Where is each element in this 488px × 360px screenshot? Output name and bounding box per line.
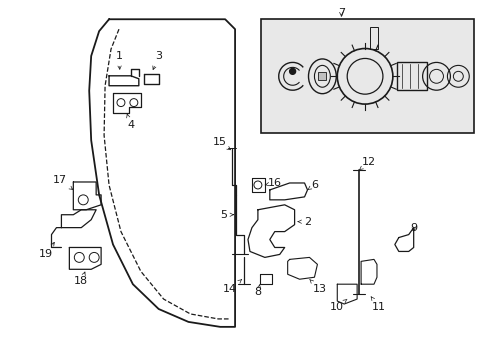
Text: 12: 12 bbox=[359, 157, 375, 170]
Text: 5: 5 bbox=[220, 210, 233, 220]
Text: 2: 2 bbox=[298, 217, 310, 227]
Text: 14: 14 bbox=[223, 279, 241, 294]
Text: 18: 18 bbox=[74, 272, 88, 286]
Text: 1: 1 bbox=[115, 51, 122, 69]
Text: 10: 10 bbox=[329, 299, 346, 312]
Text: 8: 8 bbox=[254, 284, 261, 297]
Text: 6: 6 bbox=[307, 180, 317, 190]
Text: 15: 15 bbox=[213, 137, 230, 150]
Bar bbox=[260, 19, 473, 133]
Text: 4: 4 bbox=[126, 114, 134, 130]
Bar bbox=[318, 72, 325, 80]
Text: 13: 13 bbox=[309, 279, 326, 294]
Text: 9: 9 bbox=[409, 222, 416, 233]
Bar bbox=[396, 62, 426, 90]
Text: 7: 7 bbox=[337, 8, 344, 18]
Bar bbox=[369, 27, 377, 49]
Text: 17: 17 bbox=[52, 175, 73, 189]
Circle shape bbox=[289, 68, 295, 74]
Text: 3: 3 bbox=[152, 51, 162, 69]
Text: 16: 16 bbox=[264, 178, 281, 188]
Text: 11: 11 bbox=[370, 297, 385, 312]
Text: 19: 19 bbox=[39, 242, 54, 260]
